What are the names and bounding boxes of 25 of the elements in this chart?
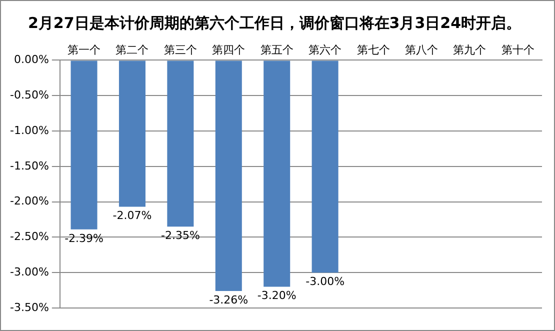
y-tick-label: -3.50%: [10, 300, 49, 314]
y-tick-label: -3.00%: [10, 265, 49, 278]
x-tick-label: 第六个: [308, 43, 342, 56]
x-tick-label: 第八个: [404, 43, 438, 56]
x-tick-label: 第一个: [68, 43, 101, 56]
y-tick-label: -1.00%: [10, 124, 49, 137]
data-label: -3.26%: [209, 293, 248, 306]
data-label: -2.07%: [112, 209, 152, 222]
x-tick-label: 第九个: [453, 43, 486, 56]
y-tick-label: 0.00%: [14, 53, 49, 66]
data-label: -3.20%: [257, 289, 296, 302]
y-tick-label: -1.50%: [10, 159, 49, 172]
x-tick-label: 第三个: [164, 43, 197, 56]
x-tick-label: 第十个: [501, 43, 534, 56]
y-tick-label: -2.00%: [10, 194, 49, 208]
data-label: -3.00%: [306, 274, 345, 288]
y-tick-label: -2.50%: [10, 230, 49, 244]
data-label: -2.35%: [160, 228, 200, 242]
y-tick-label: -0.50%: [10, 88, 49, 102]
x-tick-label: 第四个: [212, 43, 246, 56]
chart-title: 2月27日是本计价周期的第六个工作日，调价窗口将在3月3日24时开启。: [28, 14, 522, 32]
x-tick-label: 第五个: [260, 43, 294, 56]
x-tick-label: 第七个: [356, 43, 390, 56]
data-label: -2.39%: [64, 232, 104, 245]
x-tick-label: 第二个: [116, 43, 149, 56]
